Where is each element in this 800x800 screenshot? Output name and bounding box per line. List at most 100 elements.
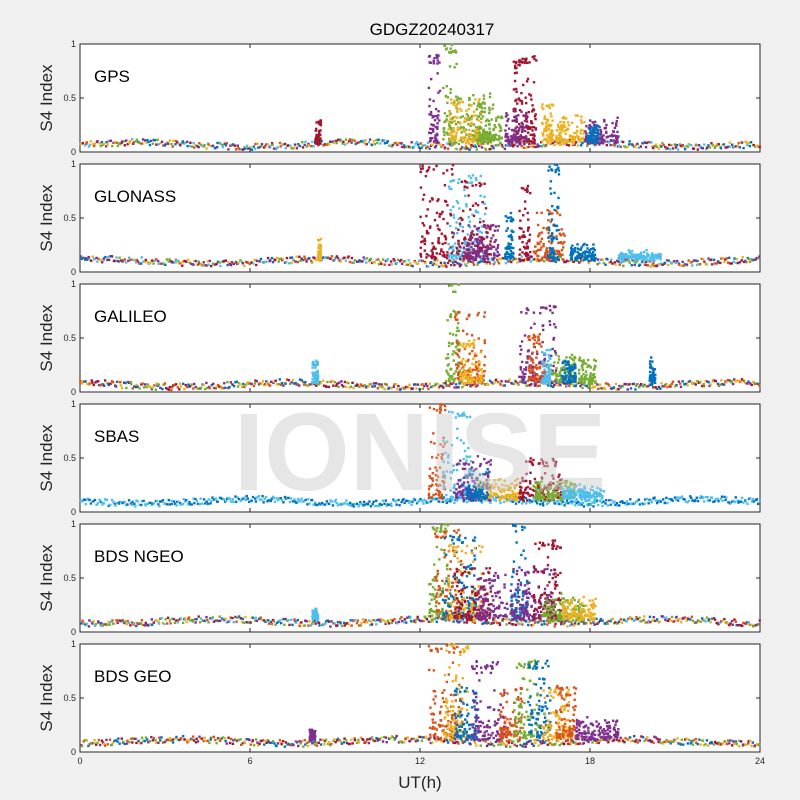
data-point: [502, 500, 506, 504]
data-point: [99, 500, 103, 504]
data-point: [520, 227, 523, 230]
data-point: [170, 499, 173, 503]
data-point: [149, 261, 152, 265]
data-point: [467, 114, 470, 118]
data-point: [596, 131, 599, 134]
data-point: [527, 145, 530, 149]
data-point: [715, 262, 718, 265]
data-point: [435, 55, 439, 58]
data-point: [446, 204, 449, 207]
data-point: [555, 135, 558, 138]
data-point: [559, 241, 562, 244]
data-point: [207, 498, 210, 501]
data-point: [562, 378, 566, 382]
data-point: [429, 255, 433, 258]
data-point: [455, 257, 458, 260]
data-point: [419, 497, 422, 501]
data-point: [325, 143, 329, 146]
data-point: [638, 263, 642, 266]
data-point: [94, 381, 97, 384]
data-point: [445, 384, 448, 387]
data-point: [530, 383, 533, 386]
data-point: [546, 250, 549, 253]
data-point: [549, 256, 552, 259]
data-point: [134, 385, 138, 389]
data-point: [483, 224, 486, 227]
data-point: [522, 83, 525, 87]
data-point: [272, 496, 276, 500]
data-point: [320, 139, 323, 143]
data-point: [463, 347, 467, 351]
data-point: [162, 144, 165, 147]
data-point: [474, 237, 477, 241]
data-point: [568, 259, 572, 262]
data-point: [748, 260, 752, 264]
data-point: [632, 254, 635, 257]
data-point: [452, 232, 456, 235]
data-point: [601, 138, 604, 141]
data-point: [474, 352, 477, 355]
data-point: [536, 143, 539, 146]
data-point: [482, 220, 485, 223]
data-point: [266, 143, 269, 146]
data-point: [686, 145, 689, 148]
data-point: [317, 383, 321, 386]
data-point: [544, 122, 548, 125]
data-point: [224, 386, 227, 389]
data-point: [317, 256, 320, 259]
data-point: [521, 502, 524, 505]
data-point: [215, 262, 218, 266]
data-point: [572, 260, 576, 263]
data-point: [613, 126, 617, 130]
data-point: [435, 211, 439, 215]
data-points-galileo: [79, 283, 761, 392]
data-point: [128, 141, 131, 145]
data-point: [457, 239, 460, 243]
data-point: [558, 128, 561, 131]
data-point: [449, 500, 452, 503]
data-point: [436, 72, 439, 75]
data-point: [470, 115, 473, 119]
data-point: [565, 141, 568, 145]
data-point: [504, 253, 507, 256]
data-point: [526, 350, 530, 353]
data-point: [117, 260, 120, 263]
data-point: [493, 256, 496, 260]
data-point: [579, 252, 582, 256]
data-point: [442, 496, 445, 499]
data-point: [507, 255, 510, 259]
data-point: [546, 209, 549, 212]
data-point: [482, 245, 485, 249]
data-point: [664, 383, 668, 386]
data-point: [503, 257, 506, 260]
data-point: [605, 499, 608, 502]
data-point: [566, 121, 570, 124]
data-point: [214, 497, 218, 500]
data-point: [117, 142, 121, 145]
data-point: [651, 263, 654, 266]
data-point: [455, 339, 459, 342]
data-point: [581, 363, 584, 366]
data-point: [621, 385, 624, 388]
data-point: [456, 377, 460, 380]
data-point: [518, 138, 521, 142]
data-point: [593, 364, 597, 368]
data-point: [572, 142, 575, 146]
data-point: [394, 141, 397, 145]
data-point: [648, 260, 652, 263]
data-point: [460, 258, 463, 262]
data-point: [549, 212, 553, 215]
data-point: [456, 326, 459, 329]
data-point: [476, 374, 480, 377]
data-point: [84, 498, 87, 502]
data-point: [113, 141, 117, 145]
data-point: [560, 368, 564, 372]
data-point: [246, 497, 249, 500]
data-point: [202, 383, 205, 387]
data-point: [532, 345, 536, 349]
data-point: [243, 496, 246, 499]
data-point: [361, 260, 364, 263]
data-point: [372, 382, 376, 385]
data-point: [612, 386, 616, 389]
data-point: [421, 144, 425, 147]
